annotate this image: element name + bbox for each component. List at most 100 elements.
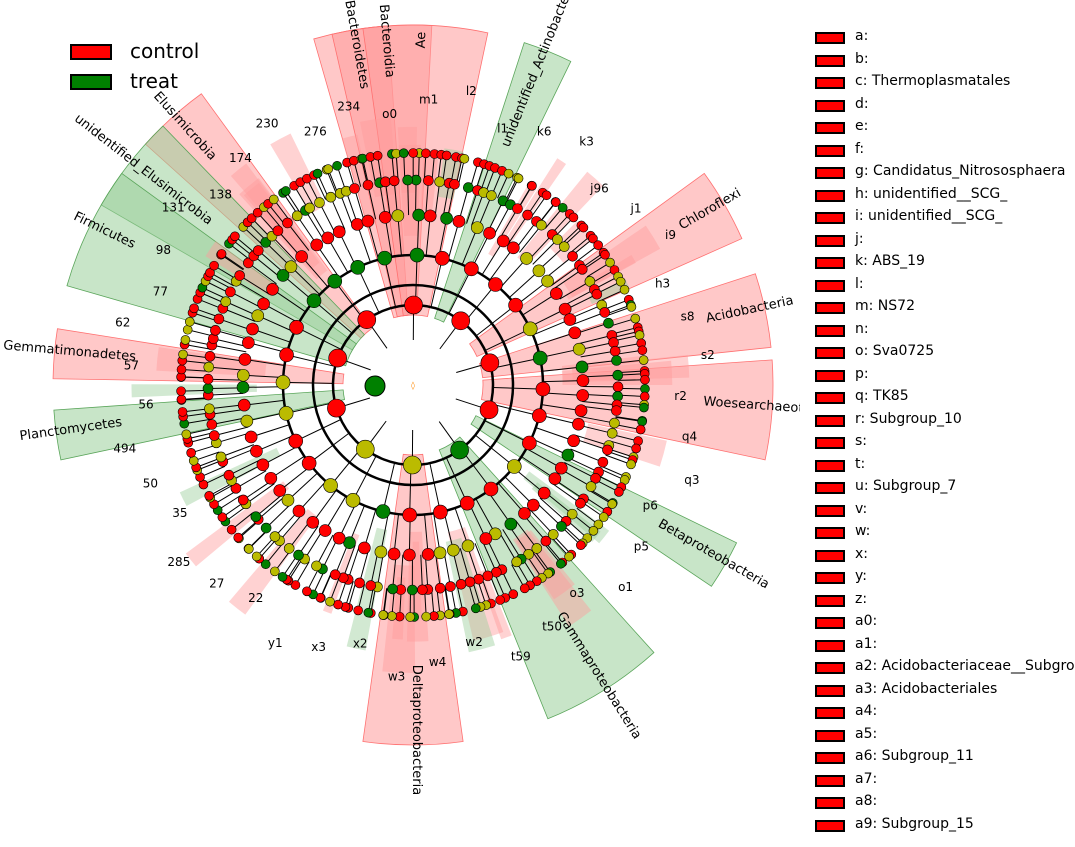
tree-node (226, 524, 237, 535)
tree-node (354, 577, 365, 589)
tree-node (304, 202, 315, 214)
tree-node (312, 168, 323, 179)
tree-edge (384, 217, 393, 257)
tree-node (292, 504, 306, 518)
tree-edge (352, 455, 377, 501)
tree-node (480, 353, 500, 373)
tree-node (576, 389, 589, 402)
taxa-label: y: (855, 568, 867, 584)
tree-node (306, 293, 322, 309)
tree-edge (551, 482, 581, 504)
leaf-label: w2 (465, 635, 482, 649)
tree-edge (342, 544, 356, 578)
subclade-shade (445, 537, 496, 653)
tree-node (603, 317, 614, 329)
tree-node (291, 210, 303, 222)
tree-edge (415, 180, 417, 216)
tree-node (181, 429, 192, 440)
tree-node (217, 512, 228, 523)
taxa-legend-item: q: TK85 (815, 388, 1075, 411)
tree-edge (553, 268, 583, 290)
tree-node (387, 547, 401, 561)
tree-node (314, 197, 325, 208)
subclade-shade (501, 158, 567, 250)
tree-node (511, 556, 522, 568)
tree-node (631, 443, 641, 454)
tree-node (349, 183, 360, 194)
tree-node (602, 444, 613, 456)
tree-edge (466, 190, 479, 224)
taxa-label: g: Candidatus_Nitrososphaera (855, 163, 1066, 179)
subclade-shade (447, 527, 504, 641)
leaf-label: w3 (388, 670, 405, 684)
taxa-legend-item: g: Candidatus_Nitrososphaera (815, 163, 1075, 186)
tree-node (464, 261, 479, 277)
tree-node (470, 603, 481, 614)
tree-node (220, 296, 232, 307)
tree-edge (222, 307, 256, 322)
tree-edge (257, 315, 295, 333)
tree-node (233, 532, 244, 543)
tree-node (459, 153, 470, 164)
tree-node (558, 241, 570, 252)
tree-edge (290, 266, 321, 295)
tree-node (440, 212, 453, 225)
tree-edge (316, 244, 340, 279)
tree-node (388, 175, 400, 187)
subclade-shade (228, 508, 318, 615)
tree-node (269, 531, 281, 542)
tree-node (275, 375, 291, 390)
tree-edge (541, 404, 582, 412)
leaf-label: k6 (537, 124, 552, 138)
tree-node (402, 507, 417, 523)
tree-node (243, 257, 254, 269)
clade-shade (480, 359, 774, 461)
taxa-legend-item: p: (815, 366, 1075, 389)
treat-label: treat (130, 69, 179, 93)
taxa-legend-item: x: (815, 546, 1075, 569)
tree-node (252, 245, 264, 256)
tree-edge (354, 188, 366, 223)
taxa-label: v: (855, 500, 868, 517)
tree-node (412, 208, 426, 222)
taxa-swatch (815, 572, 845, 584)
tree-node (332, 225, 346, 239)
clade-label: Bacteroidia (376, 4, 397, 79)
leaf-labels: o0 m1 l2 l1 k6 k3 j96 j1 i9 h3 s8 s2 r2 q4 q3 p6 p5 o1 o3 t… (113, 84, 714, 684)
tree-node (506, 459, 522, 474)
taxa-swatch (815, 32, 845, 44)
tree-edge (535, 501, 562, 527)
tree-node (522, 435, 537, 451)
tree-node (387, 611, 397, 621)
tree-node (223, 469, 235, 481)
taxa-legend-item: k: ABS_19 (815, 253, 1075, 276)
tree-edge (248, 262, 277, 285)
tree-node (578, 222, 589, 233)
taxa-legend-item: a2: Acidobacteriaceae__Subgroup_1 (815, 658, 1075, 681)
taxa-legend-item: a5: (815, 726, 1075, 749)
tree-edge (508, 525, 530, 555)
tree-edge (532, 319, 571, 336)
tree-edge (429, 463, 441, 513)
taxa-label: s: (855, 433, 868, 449)
taxa-label: c: Thermoplasmatales (855, 73, 1011, 89)
tree-node (635, 424, 646, 435)
tree-node (612, 369, 624, 381)
taxa-label: l: (855, 275, 864, 292)
tree-edge (550, 264, 580, 287)
leaf-label: p5 (634, 539, 649, 553)
tree-edge (526, 448, 562, 469)
leaf-label: p6 (643, 499, 658, 513)
tree-node (513, 173, 524, 184)
tree-node (508, 297, 523, 313)
tree-edge (497, 482, 525, 514)
taxa-swatch (815, 302, 845, 314)
tree-node (479, 532, 493, 545)
tree-edge (288, 520, 311, 549)
tree-node (357, 153, 368, 164)
tree-edge (384, 181, 391, 217)
tree-node (251, 309, 265, 322)
tree-edge (430, 258, 443, 308)
tree-edge (424, 554, 429, 590)
tree-node (250, 444, 263, 458)
